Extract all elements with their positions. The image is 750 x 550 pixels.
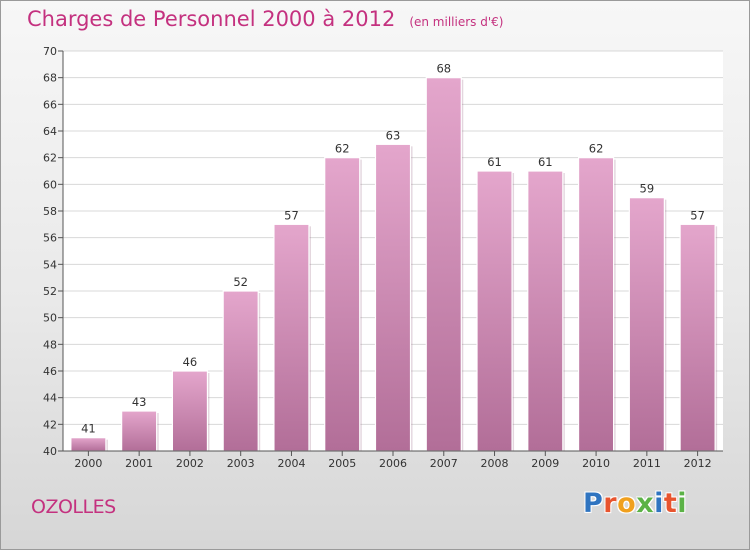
x-tick-label: 2004 bbox=[277, 457, 305, 470]
y-tick-label: 58 bbox=[43, 205, 57, 218]
title-text: Charges de Personnel 2000 à 2012 bbox=[27, 7, 396, 31]
x-tick-label: 2007 bbox=[430, 457, 458, 470]
bar-value-label: 68 bbox=[436, 62, 451, 76]
bar bbox=[679, 223, 716, 452]
logo-letter: r bbox=[603, 488, 618, 519]
y-tick-label: 46 bbox=[43, 365, 57, 378]
logo-letter: i bbox=[677, 488, 688, 519]
bar bbox=[222, 290, 259, 452]
bar-value-label: 41 bbox=[81, 422, 96, 436]
bar bbox=[476, 170, 513, 452]
logo-letter: x bbox=[636, 488, 655, 519]
x-tick-label: 2009 bbox=[531, 457, 559, 470]
x-tick-label: 2005 bbox=[328, 457, 356, 470]
bars bbox=[70, 77, 718, 452]
unit-label: (en milliers d'€) bbox=[409, 15, 504, 29]
bar-value-label: 46 bbox=[183, 355, 198, 369]
bar bbox=[273, 223, 310, 452]
x-tick-label: 2001 bbox=[125, 457, 153, 470]
x-tick-label: 2011 bbox=[633, 457, 661, 470]
bar-value-label: 52 bbox=[233, 275, 248, 289]
y-tick-label: 48 bbox=[43, 338, 57, 351]
x-tick-label: 2003 bbox=[227, 457, 255, 470]
commune-name: OZOLLES bbox=[31, 496, 116, 518]
y-tick-label: 70 bbox=[43, 45, 57, 58]
y-tick-label: 62 bbox=[43, 152, 57, 165]
bar bbox=[70, 437, 107, 452]
x-tick-label: 2002 bbox=[176, 457, 204, 470]
x-tick-label: 2000 bbox=[74, 457, 102, 470]
y-tick-label: 50 bbox=[43, 312, 57, 325]
y-tick-label: 44 bbox=[43, 392, 57, 405]
bar-value-label: 62 bbox=[335, 142, 350, 156]
y-tick-label: 54 bbox=[43, 258, 57, 271]
x-tick-label: 2010 bbox=[582, 457, 610, 470]
bar-value-label: 57 bbox=[690, 208, 705, 222]
bar-value-label: 62 bbox=[589, 142, 604, 156]
y-tick-label: 68 bbox=[43, 72, 57, 85]
labels: 40 42 44 46 48 50 52 54 56 58 60 62 64 66 68 70 41 2000 43… bbox=[43, 45, 712, 470]
bar-value-label: 61 bbox=[487, 155, 502, 169]
bar bbox=[425, 77, 462, 452]
y-tick-label: 56 bbox=[43, 232, 57, 245]
axes bbox=[58, 50, 723, 456]
bar-value-label: 63 bbox=[386, 128, 401, 142]
chart-title: Charges de Personnel 2000 à 2012 (en mill… bbox=[27, 7, 503, 31]
bar bbox=[121, 410, 158, 452]
bar bbox=[324, 157, 361, 452]
bar-value-label: 57 bbox=[284, 208, 299, 222]
y-tick-label: 66 bbox=[43, 98, 57, 111]
bar-value-label: 43 bbox=[132, 395, 147, 409]
x-tick-label: 2006 bbox=[379, 457, 407, 470]
bar-value-label: 61 bbox=[538, 155, 553, 169]
x-tick-label: 2012 bbox=[684, 457, 712, 470]
y-tick-label: 52 bbox=[43, 285, 57, 298]
bar bbox=[577, 157, 615, 452]
bar bbox=[527, 170, 564, 452]
y-tick-label: 60 bbox=[43, 178, 57, 191]
logo-letter: P bbox=[583, 488, 604, 519]
bar bbox=[171, 370, 209, 452]
bar bbox=[374, 143, 412, 452]
bar bbox=[628, 197, 665, 452]
y-tick-label: 42 bbox=[43, 418, 57, 431]
bar-value-label: 59 bbox=[640, 182, 655, 196]
y-tick-label: 64 bbox=[43, 125, 57, 138]
x-tick-label: 2008 bbox=[481, 457, 509, 470]
proxiti-logo: Proxiti bbox=[583, 488, 687, 519]
y-tick-label: 40 bbox=[43, 445, 57, 458]
logo-letter: o bbox=[617, 488, 637, 519]
logo-letter: t bbox=[663, 488, 678, 519]
logo-letter: i bbox=[654, 488, 664, 519]
